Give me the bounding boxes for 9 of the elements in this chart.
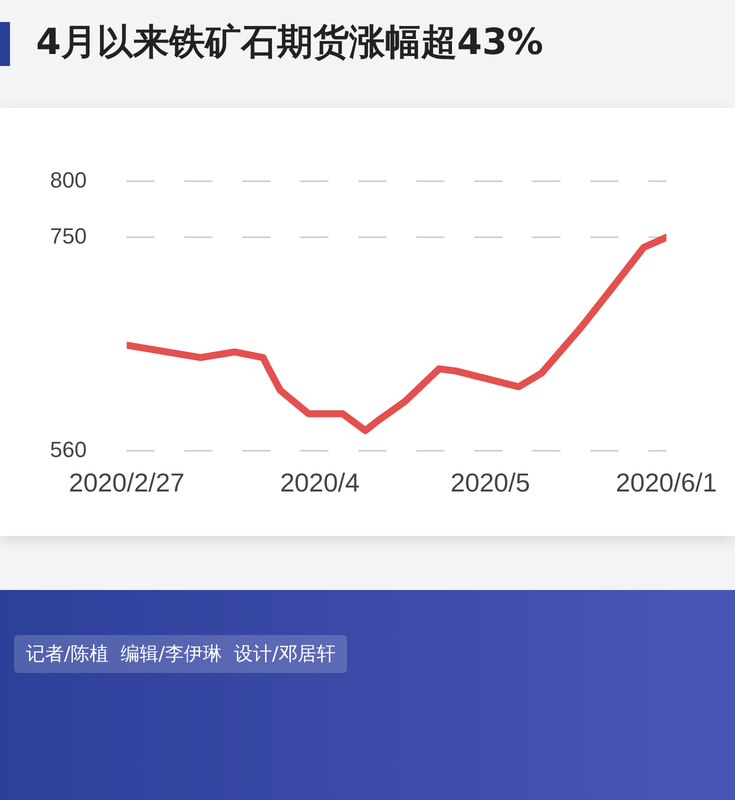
x-tick-label: 2020/2/27 [68, 468, 185, 498]
y-tick-label: 750 [50, 223, 87, 248]
x-tick-label: 2020/4 [280, 468, 360, 498]
chart-title: 4月以来铁矿石期货涨幅超43% [36, 21, 544, 65]
y-tick-label: 560 [50, 436, 87, 462]
x-tick-label: 2020/5 [450, 468, 530, 498]
y-tick-label: 800 [50, 167, 87, 192]
text: 记者/陈植 编辑/李伊琳 设计/邓居轩 [14, 635, 348, 673]
x-tick-label: 2020/6/1 [616, 468, 718, 498]
